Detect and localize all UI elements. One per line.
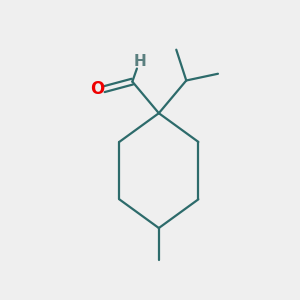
Text: H: H [133, 54, 146, 69]
Text: O: O [90, 80, 104, 98]
